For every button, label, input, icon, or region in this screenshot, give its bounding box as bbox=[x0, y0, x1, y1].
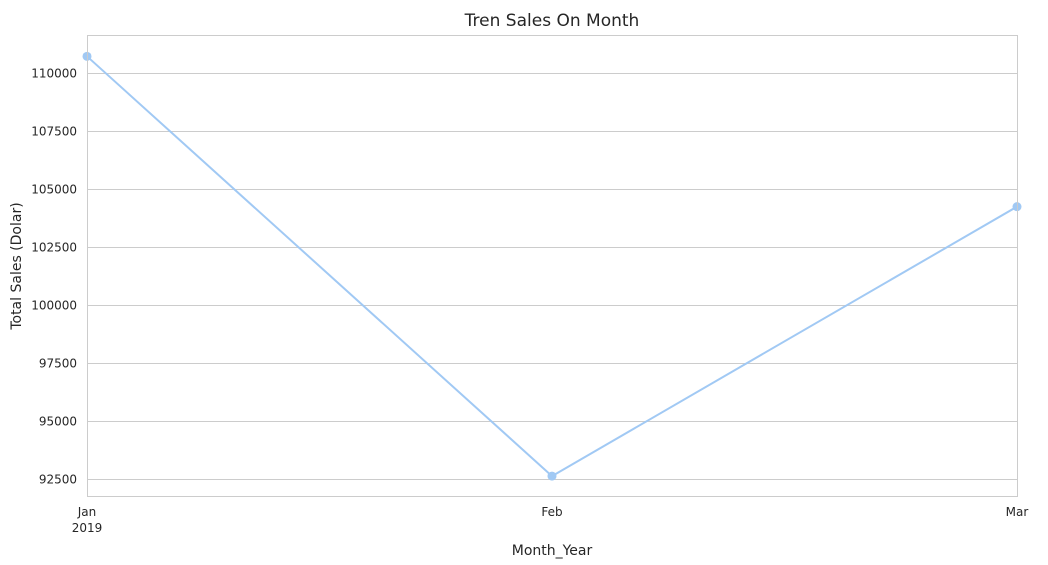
y-tick-label: 102500 bbox=[31, 241, 77, 255]
y-grid bbox=[87, 73, 1017, 480]
y-tick-label: 97500 bbox=[39, 357, 77, 371]
x-tick-label: Feb bbox=[541, 505, 562, 519]
series-group bbox=[82, 51, 1022, 481]
y-axis-label: Total Sales (Dolar) bbox=[9, 202, 25, 330]
y-tick-label: 92500 bbox=[39, 473, 77, 487]
x-tick-sublabel: 2019 bbox=[72, 521, 103, 535]
x-tick-label: Mar bbox=[1006, 505, 1029, 519]
y-tick-label: 105000 bbox=[31, 183, 77, 197]
y-tick-labels: 92500 95000 97500 100000 102500 105000 107500 1… bbox=[31, 67, 77, 487]
x-tick-label: Jan bbox=[77, 505, 97, 519]
series-line bbox=[86, 55, 1018, 478]
y-tick-label: 107500 bbox=[31, 125, 77, 139]
y-tick-label: 110000 bbox=[31, 67, 77, 81]
plot-frame bbox=[87, 35, 1018, 497]
data-point bbox=[547, 471, 557, 481]
chart-title: Tren Sales On Month bbox=[464, 11, 640, 31]
x-tick-labels: Jan 2019 Feb Mar bbox=[72, 505, 1029, 535]
y-tick-label: 95000 bbox=[39, 415, 77, 429]
y-tick-label: 100000 bbox=[31, 299, 77, 313]
x-axis-label: Month_Year bbox=[512, 543, 593, 559]
